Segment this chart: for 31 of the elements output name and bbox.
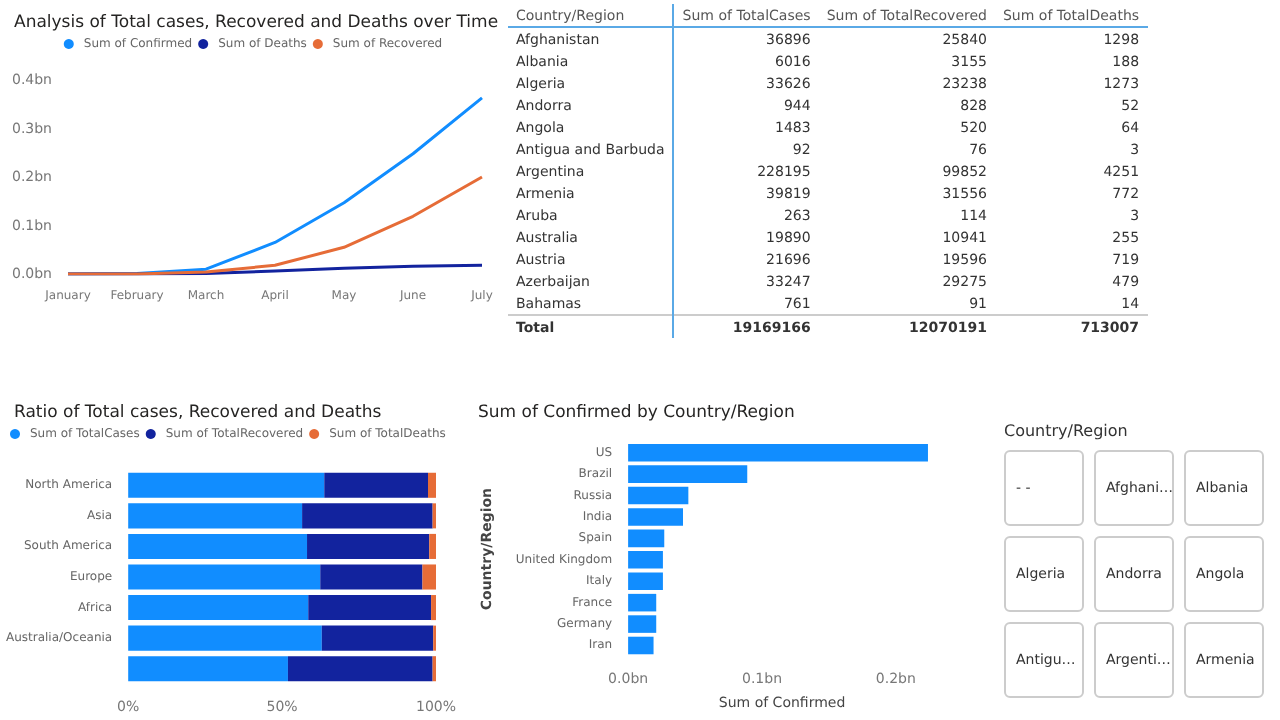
bar (307, 533, 430, 559)
bar (128, 656, 288, 682)
bar (321, 625, 434, 651)
bar (302, 503, 433, 529)
bar (628, 465, 748, 483)
bar (128, 564, 321, 590)
chart-title: Analysis of Total cases, Recovered and Deaths over Time (14, 13, 499, 33)
bar (628, 615, 657, 633)
bar (128, 533, 308, 559)
bar (628, 443, 928, 462)
bar (628, 529, 665, 548)
chart-title: Sum of Confirmed by Country/Region (478, 403, 795, 423)
bar (128, 503, 303, 529)
line-series (66, 175, 484, 276)
bar (628, 486, 689, 505)
bar (128, 472, 325, 498)
bar (128, 595, 309, 621)
bar (320, 564, 423, 590)
bar (429, 533, 436, 559)
bar (308, 595, 432, 621)
bar (128, 625, 322, 651)
bar (628, 508, 683, 526)
bar (628, 593, 657, 612)
chart-title: Ratio of Total cases, Recovered and Deaths (14, 403, 383, 423)
bar (628, 636, 654, 655)
text: Country/Region (1004, 422, 1128, 440)
bar (324, 472, 428, 498)
bar (422, 564, 436, 590)
bar (287, 656, 433, 682)
bar (428, 472, 436, 498)
line-series (66, 96, 484, 276)
